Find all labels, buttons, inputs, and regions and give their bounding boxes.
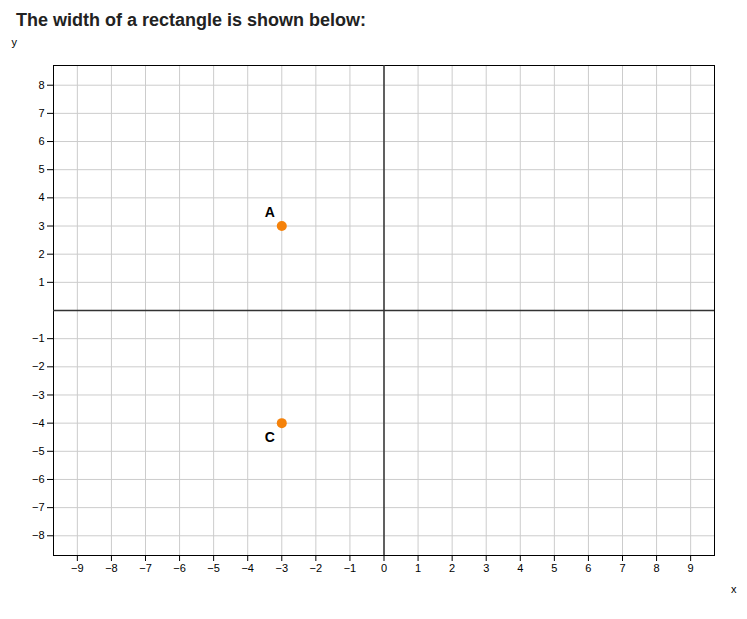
svg-text:5: 5: [551, 562, 557, 574]
svg-text:−9: −9: [71, 562, 84, 574]
svg-text:x: x: [731, 583, 737, 595]
svg-text:4: 4: [517, 562, 523, 574]
svg-text:−7: −7: [32, 501, 45, 513]
svg-text:9: 9: [688, 562, 694, 574]
svg-text:−2: −2: [32, 360, 45, 372]
svg-text:7: 7: [619, 562, 625, 574]
svg-text:y: y: [12, 36, 18, 48]
svg-text:−5: −5: [32, 445, 45, 457]
svg-text:4: 4: [38, 191, 44, 203]
svg-text:−3: −3: [276, 562, 289, 574]
svg-text:−1: −1: [344, 562, 357, 574]
svg-text:1: 1: [38, 276, 44, 288]
svg-text:1: 1: [415, 562, 421, 574]
svg-text:−6: −6: [173, 562, 186, 574]
svg-text:8: 8: [654, 562, 660, 574]
svg-text:−6: −6: [32, 473, 45, 485]
svg-text:6: 6: [38, 135, 44, 147]
svg-text:7: 7: [38, 107, 44, 119]
svg-text:−7: −7: [139, 562, 152, 574]
svg-text:A: A: [265, 203, 275, 219]
svg-text:3: 3: [38, 220, 44, 232]
svg-text:−1: −1: [32, 332, 45, 344]
svg-text:0: 0: [381, 562, 387, 574]
svg-text:8: 8: [38, 79, 44, 91]
svg-text:−3: −3: [32, 389, 45, 401]
svg-text:6: 6: [585, 562, 591, 574]
svg-text:−8: −8: [32, 529, 45, 541]
svg-text:5: 5: [38, 163, 44, 175]
svg-text:−2: −2: [310, 562, 323, 574]
svg-text:−8: −8: [105, 562, 118, 574]
svg-text:−4: −4: [241, 562, 254, 574]
svg-text:−5: −5: [207, 562, 220, 574]
svg-text:2: 2: [449, 562, 455, 574]
svg-text:C: C: [265, 429, 275, 445]
svg-text:−4: −4: [32, 417, 45, 429]
svg-text:3: 3: [483, 562, 489, 574]
svg-text:2: 2: [38, 248, 44, 260]
html-text:The width of a rectangle is sh: The width of a rectangle is shown below:: [16, 10, 366, 30]
